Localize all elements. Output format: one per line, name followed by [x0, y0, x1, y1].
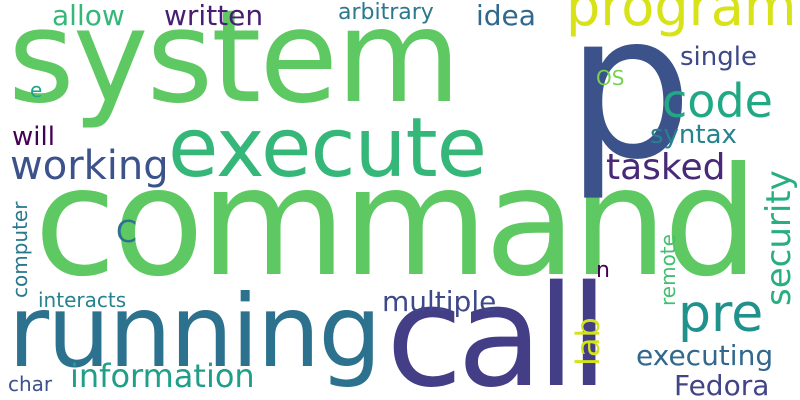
- word-execute: execute: [168, 101, 487, 196]
- word-char: char: [8, 372, 53, 396]
- word-system: system: [8, 0, 461, 132]
- word-call: call: [386, 256, 609, 400]
- word-interacts: interacts: [38, 288, 127, 312]
- word-working: working: [10, 143, 169, 189]
- word-program: program: [566, 0, 797, 38]
- word-e: e: [30, 78, 43, 102]
- word-single: single: [680, 42, 757, 72]
- word-code: code: [662, 74, 773, 128]
- word-tasked: tasked: [606, 147, 726, 188]
- word-c: C: [116, 215, 137, 250]
- word-pre: pre: [678, 284, 764, 344]
- word-written: written: [164, 0, 264, 32]
- word-executing: executing: [636, 339, 774, 372]
- word-running: running: [8, 273, 382, 390]
- word-information: information: [70, 357, 255, 395]
- word-security: security: [759, 170, 799, 306]
- word-p: p: [566, 0, 693, 204]
- word-will: will: [12, 122, 55, 152]
- word-arbitrary: arbitrary: [338, 0, 434, 25]
- word-multiple: multiple: [382, 285, 497, 318]
- word-fedora: Fedora: [674, 369, 770, 400]
- word-computer: computer: [8, 201, 32, 298]
- word-idea: idea: [476, 0, 536, 32]
- word-lab: lab: [569, 317, 607, 366]
- word-command: command: [34, 136, 759, 310]
- word-os: OS: [596, 66, 625, 90]
- word-allow: allow: [52, 0, 125, 32]
- word-n: n: [596, 258, 610, 283]
- word-remote: remote: [656, 234, 680, 306]
- word-syntax: syntax: [650, 120, 737, 150]
